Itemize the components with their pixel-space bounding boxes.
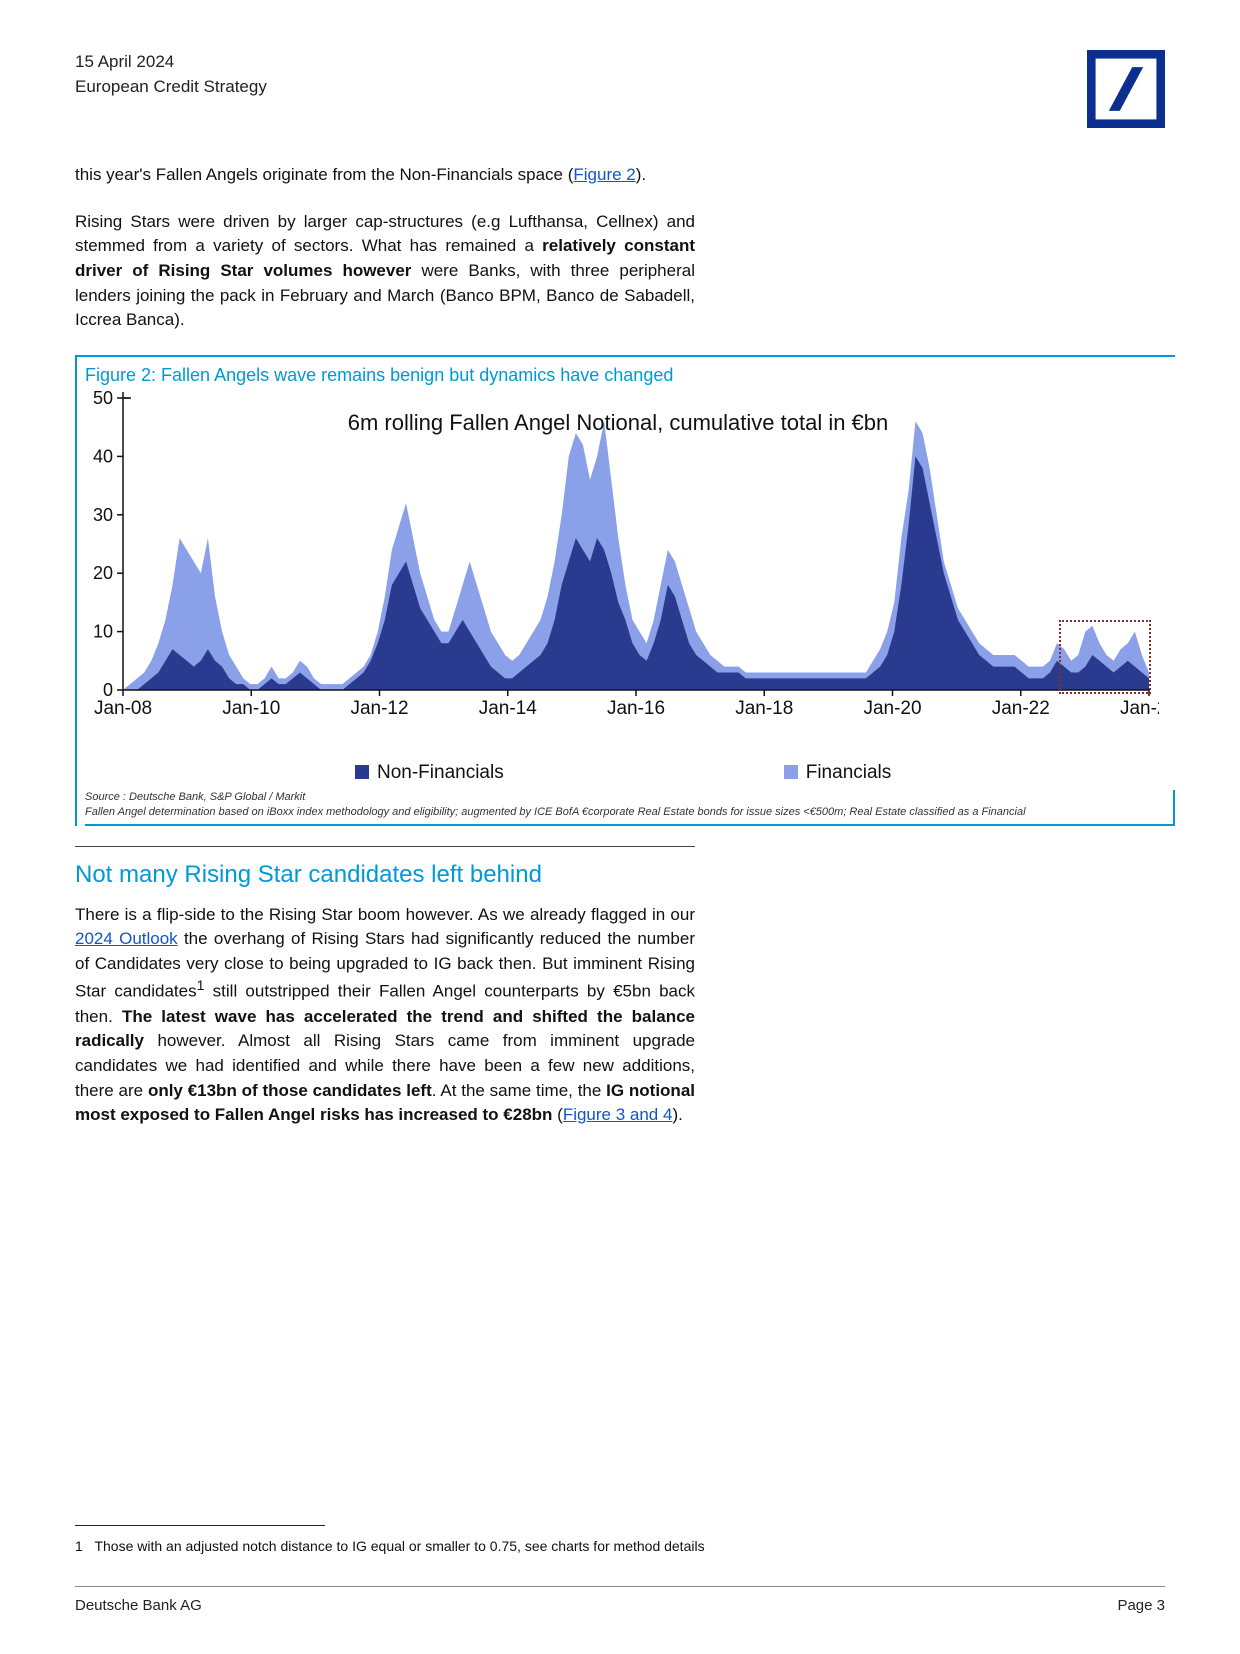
figure-2: Figure 2: Fallen Angels wave remains ben… [75, 355, 1175, 826]
svg-text:Jan-20: Jan-20 [863, 698, 921, 719]
figure-caption: Figure 2: Fallen Angels wave remains ben… [85, 365, 1175, 386]
footnote-number: 1 [75, 1538, 83, 1554]
section-heading: Not many Rising Star candidates left beh… [75, 861, 1165, 889]
figure-3-4-link[interactable]: Figure 3 and 4 [563, 1105, 673, 1124]
page-footer: Deutsche Bank AG Page 3 [75, 1568, 1165, 1614]
paragraph-3: There is a flip-side to the Rising Star … [75, 903, 695, 1128]
legend-item-non-financials: Non-Financials [355, 762, 504, 784]
text: ( [552, 1105, 562, 1124]
chart-legend: Non-Financials Financials [355, 760, 1175, 784]
outlook-link[interactable]: 2024 Outlook [75, 929, 178, 948]
text-bold: only €13bn of those candidates left [148, 1081, 432, 1100]
svg-text:Jan-14: Jan-14 [479, 698, 538, 719]
header-date: 15 April 2024 [75, 50, 267, 75]
text: . At the same time, the [432, 1081, 606, 1100]
source-line: Source : Deutsche Bank, S&P Global / Mar… [85, 790, 1165, 805]
section-rule [75, 846, 695, 847]
svg-text:Jan-16: Jan-16 [607, 698, 665, 719]
footer-rule [75, 1586, 1165, 1587]
footer-right: Page 3 [1117, 1597, 1165, 1614]
svg-text:50: 50 [93, 390, 113, 408]
header-meta: 15 April 2024 European Credit Strategy [75, 50, 267, 99]
svg-text:Jan-10: Jan-10 [222, 698, 280, 719]
svg-text:Jan-12: Jan-12 [350, 698, 408, 719]
legend-label: Non-Financials [377, 762, 504, 783]
page-header: 15 April 2024 European Credit Strategy [75, 50, 1165, 128]
brand-logo-icon [1087, 50, 1165, 128]
footnote: 1 Those with an adjusted notch distance … [75, 1538, 1165, 1554]
footer-left: Deutsche Bank AG [75, 1597, 202, 1614]
svg-text:Jan-08: Jan-08 [94, 698, 152, 719]
footnote-area: 1 Those with an adjusted notch distance … [75, 1525, 1165, 1554]
text: ). [636, 165, 646, 184]
svg-text:Jan-22: Jan-22 [992, 698, 1050, 719]
svg-text:0: 0 [103, 680, 113, 700]
legend-item-financials: Financials [784, 762, 892, 784]
stacked-area-chart: 0 10 20 30 40 50 Jan-08 Jan-10 Jan-12 Jan-14 Jan-1… [77, 390, 1159, 760]
legend-swatch [355, 765, 369, 779]
legend-swatch [784, 765, 798, 779]
footnote-rule [75, 1525, 325, 1526]
svg-text:Jan-24: Jan-24 [1120, 698, 1159, 719]
text: this year's Fallen Angels originate from… [75, 165, 573, 184]
svg-text:20: 20 [93, 563, 113, 583]
text: ). [672, 1105, 682, 1124]
figure-source: Source : Deutsche Bank, S&P Global / Mar… [85, 790, 1175, 826]
body-column: this year's Fallen Angels originate from… [75, 163, 695, 333]
source-line: Fallen Angel determination based on iBox… [85, 805, 1165, 820]
svg-text:10: 10 [93, 621, 113, 641]
page: 15 April 2024 European Credit Strategy t… [0, 0, 1240, 1654]
header-doc-title: European Credit Strategy [75, 75, 267, 100]
svg-text:40: 40 [93, 446, 113, 466]
figure-2-link[interactable]: Figure 2 [573, 165, 635, 184]
chart-svg: 0 10 20 30 40 50 Jan-08 Jan-10 Jan-12 Jan-14 Jan-1… [77, 390, 1159, 720]
paragraph-2: Rising Stars were driven by larger cap-s… [75, 210, 695, 333]
footnote-text: Those with an adjusted notch distance to… [94, 1538, 704, 1554]
svg-text:30: 30 [93, 505, 113, 525]
legend-label: Financials [806, 762, 892, 783]
text: There is a flip-side to the Rising Star … [75, 905, 695, 924]
body-column-2: There is a flip-side to the Rising Star … [75, 903, 695, 1128]
svg-text:Jan-18: Jan-18 [735, 698, 793, 719]
paragraph-intro: this year's Fallen Angels originate from… [75, 163, 695, 188]
